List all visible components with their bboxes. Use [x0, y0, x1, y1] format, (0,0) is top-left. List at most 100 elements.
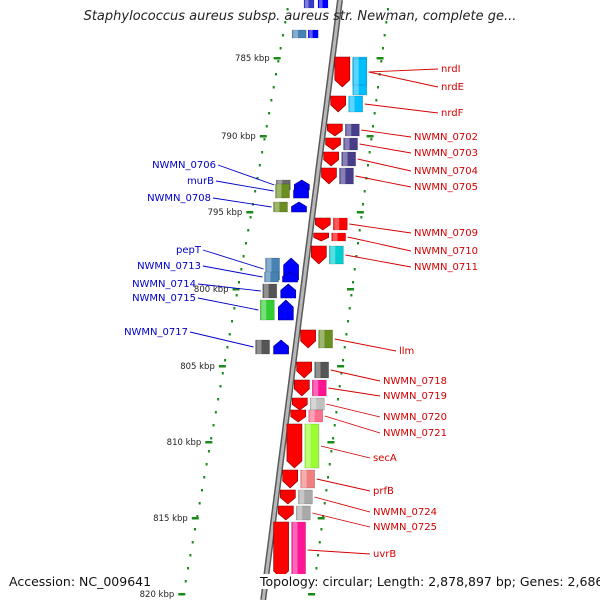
forward-gene-bar-shine [349, 96, 355, 112]
tick-dot-left [284, 21, 287, 24]
gene-label-nwmn_0715: NWMN_0715 [132, 293, 196, 304]
forward-leader [326, 403, 381, 418]
forward-gene-arrow [282, 469, 298, 489]
forward-gene-arrow [334, 56, 351, 88]
reverse-gene-bar [255, 339, 270, 355]
tick-dot-left [189, 554, 192, 557]
forward-gene-bar [314, 361, 329, 379]
tick-dot-left [184, 580, 187, 583]
genome-backbone [260, 0, 343, 600]
tick-dot-right [381, 47, 384, 50]
partial-bar [307, 29, 319, 39]
tick-dot-right [367, 164, 370, 167]
kbp-label: 820 kbp [140, 590, 175, 600]
forward-gene-arrow [315, 217, 331, 231]
tick-dot-left [233, 307, 236, 310]
forward-gene-bar [339, 167, 354, 185]
reverse-gene-bar-shine [261, 300, 267, 320]
reverse-gene-bar [264, 271, 279, 283]
forward-gene-bar-shine [330, 246, 336, 264]
label-leader-lines [189, 68, 439, 555]
tick-dot-left [224, 359, 227, 362]
forward-leader [347, 236, 412, 252]
reverse-gene-bar [275, 183, 290, 199]
forward-gene-bar [298, 489, 313, 505]
forward-gene-bar [333, 217, 348, 231]
tick-dot-left [207, 450, 210, 453]
tick-dot-right [375, 99, 378, 102]
forward-gene-arrow [313, 232, 329, 242]
tick-dot-left [240, 268, 243, 271]
tick-dot-left [261, 151, 264, 154]
tick-dot-left [254, 190, 257, 193]
forward-gene-bar-shine [301, 470, 307, 488]
gene-label-nwmn_0709: NWMN_0709 [414, 228, 478, 239]
reverse-gene-arrow [280, 283, 297, 299]
forward-gene-bar [341, 151, 356, 167]
partial-bar [317, 0, 329, 9]
kbp-major-tick [232, 288, 240, 291]
tick-dot-left [212, 424, 215, 427]
reverse-leader [202, 265, 263, 278]
tick-dot-left [237, 281, 240, 284]
gene-label-nwmn_0705: NWMN_0705 [414, 182, 478, 193]
forward-gene-bar-shine [340, 168, 346, 184]
tick-dot-left [196, 515, 199, 518]
forward-gene-arrow [290, 409, 307, 423]
tick-dot-left [214, 411, 217, 414]
tick-dot-right [386, 8, 389, 11]
gene-label-nwmn_0725: NWMN_0725 [373, 522, 437, 533]
reverse-gene-arrow [273, 339, 289, 355]
gene-features-layer [255, 0, 368, 579]
tick-dot-left [263, 138, 266, 141]
forward-gene-bar [296, 505, 311, 521]
reverse-gene-arrow [293, 183, 309, 199]
forward-gene-arrow [291, 397, 308, 411]
forward-gene-bar-shine [332, 233, 338, 241]
tick-dot-right [348, 307, 351, 310]
forward-gene-arrow [286, 423, 303, 469]
kbp-label: 810 kbp [167, 438, 202, 448]
tick-dot-right [340, 372, 343, 375]
kbp-label: 785 kbp [235, 54, 270, 64]
forward-gene-bar-shine [292, 522, 298, 578]
forward-gene-bar-shine [315, 362, 321, 378]
kbp-label: 790 kbp [221, 132, 256, 142]
tick-dot-left [281, 34, 284, 37]
gene-label-nrde: nrdE [441, 82, 464, 93]
tick-dot-left [203, 476, 206, 479]
tick-dot-right [317, 554, 320, 557]
gene-label-nwmn_0718: NWMN_0718 [383, 376, 447, 387]
partial-bar [303, 0, 315, 9]
forward-gene-bar [312, 379, 327, 397]
tick-dot-left [258, 164, 261, 167]
reverse-leader [189, 331, 254, 348]
forward-gene-arrow [325, 137, 341, 151]
tick-dot-left [256, 177, 259, 180]
kbp-major-tick-right [307, 593, 315, 596]
forward-gene-arrow [278, 505, 294, 521]
tick-dot-left [200, 489, 203, 492]
kbp-label: 805 kbp [180, 362, 215, 372]
forward-gene-bar-shine [334, 218, 340, 230]
gene-label-prfb: prfB [373, 486, 394, 497]
forward-leader [359, 143, 412, 154]
gene-label-llm: llm [399, 346, 414, 357]
tick-dot-left [268, 112, 271, 115]
partial-bar-shine [293, 30, 299, 38]
tick-dot-right [383, 34, 386, 37]
tick-dot-left [228, 333, 231, 336]
reverse-gene-bar [260, 299, 275, 321]
forward-gene-bar-shine [313, 380, 319, 396]
reverse-gene-bar-shine [256, 340, 262, 354]
forward-gene-bar [308, 409, 324, 423]
tick-dot-right [357, 242, 360, 245]
gene-label-nrdf: nrdF [441, 108, 464, 119]
kbp-major-tick [246, 211, 254, 214]
forward-leader [364, 103, 439, 114]
tick-dot-right [368, 151, 371, 154]
partial-bar-shine [305, 0, 309, 8]
forward-gene-bar-shine [346, 124, 352, 136]
forward-gene-arrow [311, 245, 327, 265]
